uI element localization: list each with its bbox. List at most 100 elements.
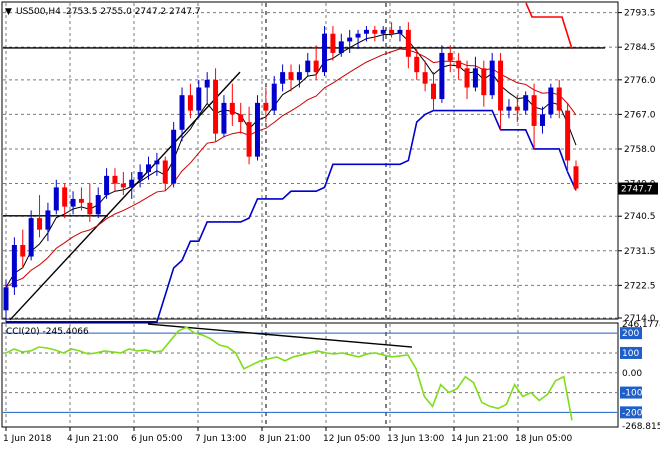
candle <box>481 60 487 107</box>
candle <box>196 79 202 119</box>
cci-tick-label: 200 <box>622 329 639 339</box>
candle <box>263 87 269 123</box>
slow-ma-line <box>5 48 577 288</box>
candle-body <box>431 83 436 100</box>
dropdown-arrow-icon[interactable]: ▼ <box>5 7 12 17</box>
price-tick-label: 2714.0 <box>624 314 656 324</box>
price-tick-label: 2722.5 <box>624 281 656 291</box>
current-price-tag <box>618 182 658 195</box>
candle-body <box>439 52 445 100</box>
cci-level-tag <box>620 327 642 340</box>
candle-body <box>548 87 554 115</box>
time-tick-label: 18 Jun 05:00 <box>515 434 572 444</box>
cci-pane-frame <box>1 322 619 428</box>
candle <box>20 229 26 269</box>
candle-body <box>464 68 470 88</box>
candle-body <box>95 195 101 215</box>
candle-body <box>481 68 487 96</box>
candle-body <box>45 210 51 230</box>
candle <box>405 22 411 69</box>
candle <box>246 106 252 165</box>
candle-body <box>3 287 9 311</box>
price-tick-label: 2767.0 <box>624 110 656 120</box>
candle-body <box>137 172 143 180</box>
candle-body <box>104 175 110 196</box>
candle-series[interactable] <box>3 22 579 322</box>
time-tick-label: 7 Jun 13:00 <box>195 434 247 444</box>
candle <box>431 72 436 111</box>
candle <box>171 122 177 188</box>
candle <box>372 26 378 42</box>
candle <box>523 91 529 115</box>
candle <box>548 83 554 119</box>
candle <box>87 183 93 222</box>
candle <box>104 168 110 199</box>
candle-body <box>11 245 17 288</box>
candle-body <box>129 179 135 188</box>
price-tick-label: 2784.5 <box>624 43 656 53</box>
candle <box>498 52 504 130</box>
candle-body <box>573 166 579 189</box>
lower-envelope-line <box>6 109 577 323</box>
candle <box>120 172 126 196</box>
time-axis: 1 Jun 2018 4 Jun 21:00 6 Jun 05:00 7 Jun 13… <box>3 427 572 444</box>
candle <box>204 72 210 103</box>
candle-body <box>37 218 43 230</box>
candle <box>330 26 336 61</box>
candle <box>229 83 235 126</box>
candle-body <box>447 52 453 61</box>
candle <box>78 187 84 211</box>
candle-body <box>363 29 369 34</box>
cci-level-tag <box>620 406 642 419</box>
candle <box>565 102 571 173</box>
candle <box>288 64 294 92</box>
candle-body <box>62 187 68 207</box>
cci-indicator[interactable] <box>5 326 573 421</box>
candle-body <box>238 114 244 123</box>
cci-tick-label: 100 <box>622 349 639 359</box>
candle <box>162 156 168 192</box>
candle <box>355 29 361 50</box>
candle-body <box>263 102 269 111</box>
candle <box>313 45 319 80</box>
candle-body <box>53 187 59 211</box>
cci-divergence-line <box>147 323 413 348</box>
candle <box>531 83 537 149</box>
candle-body <box>187 95 193 111</box>
candle <box>154 152 160 176</box>
chart-grid <box>3 3 617 426</box>
candle-body <box>87 202 93 215</box>
candle-body <box>254 102 260 157</box>
price-axis: 2793.52784.52776.02767.02758.02749.02740… <box>618 9 658 324</box>
cci-label: CCI(20) -245.4066 <box>6 327 89 337</box>
candle-body <box>355 33 361 38</box>
candle-body <box>271 83 277 111</box>
cci-tick-label: -200 <box>622 408 643 418</box>
candle-body <box>389 29 395 34</box>
time-tick-label: 8 Jun 21:00 <box>259 434 311 444</box>
candle-body <box>162 160 168 184</box>
candle-body <box>196 87 202 111</box>
candle-body <box>539 114 545 126</box>
time-tick-label: 12 Jun 05:00 <box>323 434 380 444</box>
candle <box>146 156 151 180</box>
candle-body <box>472 68 478 88</box>
candle <box>363 26 369 42</box>
candle <box>296 64 302 88</box>
candle <box>539 106 545 134</box>
candle <box>322 26 328 76</box>
candle <box>439 45 445 103</box>
candle-body <box>229 102 235 115</box>
candle <box>489 52 495 100</box>
candle <box>28 210 34 261</box>
symbol-label: US500,H4 <box>16 7 61 17</box>
time-tick-label: 14 Jun 21:00 <box>451 434 508 444</box>
candle-body <box>280 72 286 84</box>
candle-body <box>28 218 34 257</box>
candle <box>37 195 43 238</box>
candle-body <box>20 245 26 257</box>
candle <box>11 237 17 295</box>
candle-body <box>405 29 411 57</box>
candle-body <box>305 60 311 73</box>
